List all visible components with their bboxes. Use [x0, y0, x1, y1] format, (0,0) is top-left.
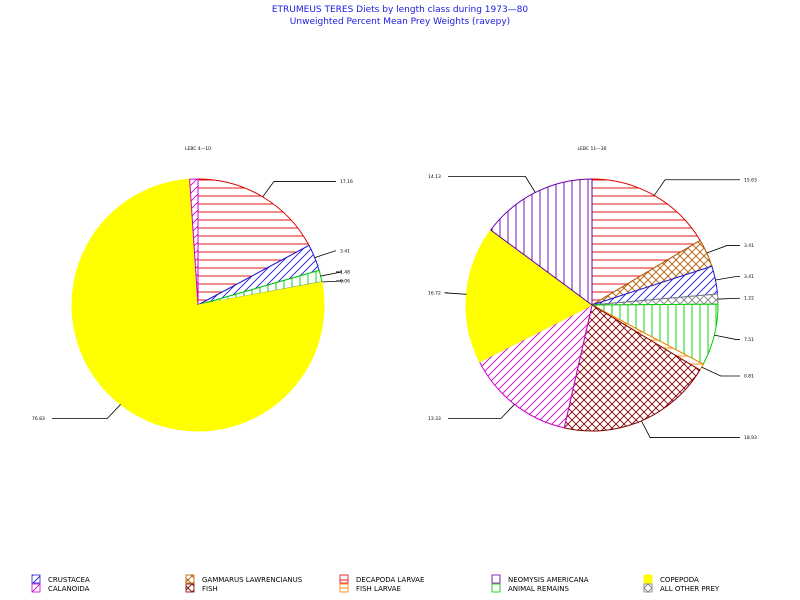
pie-2-slice-neomysis [490, 178, 593, 306]
pie-2-slice-calanoida [478, 304, 593, 429]
legend-swatch-neomysis [491, 574, 501, 584]
chart-title: ETRUMEUS TERES Diets by length class dur… [272, 5, 529, 15]
pie-1-label-decapoda: 17.16 [340, 179, 353, 185]
pie-1-leader-animal_remains [320, 271, 343, 277]
pies: LEBC 4—10 17.16 3.41 1.48 0.06 76.83 LEBC 11—3… [32, 146, 757, 441]
pie-2-label-other: 1.22 [744, 296, 754, 302]
legend-swatch-decapoda [339, 574, 349, 584]
pie-1-label-animal_remains: 1.48 [340, 269, 350, 275]
legend-item-animal_remains: ANIMAL REMAINS [491, 583, 569, 593]
pie-2-label-gammarus: 3.41 [744, 243, 754, 249]
pie-2-leader-neomysis [448, 176, 536, 193]
pie-2-label-decapoda: 15.63 [744, 177, 757, 183]
pie-2-header: LEBC 11—30 [578, 146, 607, 152]
legend-label-calanoida: CALANOIDA [48, 585, 90, 593]
legend-item-other: ALL OTHER PREY [643, 583, 720, 593]
pie-2-leader-other [717, 297, 740, 300]
pie-2-leader-animal_remains [714, 334, 740, 340]
legend-swatch-other [643, 583, 653, 593]
pie-2-label-neomysis: 14.13 [428, 174, 441, 180]
pie-1-slice-calanoida [189, 178, 199, 306]
legend-item-calanoida: CALANOIDA [31, 583, 90, 593]
legend-item-fish_larvae: FISH LARVAE [339, 583, 401, 593]
pie-2-leader-calanoida [448, 404, 515, 419]
legend-label-gammarus: GAMMARUS LAWRENCIANUS [202, 576, 303, 584]
pie-2-label-calanoida: 13.33 [428, 416, 441, 422]
legend-swatch-fish_larvae [339, 583, 349, 593]
legend-item-decapoda: DECAPODA LARVAE [339, 574, 424, 584]
legend-label-animal_remains: ANIMAL REMAINS [508, 585, 569, 593]
pie-2-label-animal_remains: 7.51 [744, 337, 754, 343]
legend-item-neomysis: NEOMYSIS AMERICANA [491, 574, 589, 584]
pie-2-label-fish_larvae: 0.81 [744, 374, 754, 380]
pie-2: LEBC 11—30 15.63 3.41 3.41 1.22 7.51 0.81 18.93… [428, 146, 757, 441]
pie-1-leader-decapoda [262, 181, 336, 198]
legend-label-crustacea: CRUSTACEA [48, 576, 90, 584]
legend-item-copepoda: COPEPODA [643, 574, 699, 584]
pie-2-slice-copepoda [465, 229, 593, 363]
legend-label-copepoda: COPEPODA [660, 576, 699, 584]
legend-swatch-copepoda [643, 574, 653, 584]
legend-label-neomysis: NEOMYSIS AMERICANA [508, 576, 589, 584]
legend-swatch-fish [185, 583, 195, 593]
pie-1-leader-other [321, 280, 344, 283]
pie-2-leader-fish_larvae [701, 366, 740, 377]
legend-label-fish: FISH [202, 585, 218, 593]
legend-label-fish_larvae: FISH LARVAE [356, 585, 401, 593]
pie-1-label-copepoda: 76.83 [32, 416, 45, 422]
pie-1-label-crustacea: 3.41 [340, 248, 350, 254]
legend-item-fish: FISH [185, 583, 218, 593]
chart-subtitle: Unweighted Percent Mean Prey Weights (ra… [290, 17, 510, 27]
legend-swatch-calanoida [31, 583, 41, 593]
pie-1-slice-decapoda [197, 178, 310, 306]
legend-swatch-gammarus [185, 574, 195, 584]
pie-1: LEBC 4—10 17.16 3.41 1.48 0.06 76.83 [32, 146, 353, 432]
pie-2-label-fish: 18.93 [744, 435, 757, 441]
pie-2-leader-decapoda [653, 179, 740, 196]
legend-label-decapoda: DECAPODA LARVAE [356, 576, 424, 584]
pie-2-leader-fish [641, 420, 740, 438]
legend-swatch-animal_remains [491, 583, 501, 593]
pie-2-label-copepoda: 16.72 [428, 290, 441, 296]
pie-2-leader-copepoda [444, 292, 467, 295]
legend-label-other: ALL OTHER PREY [660, 585, 720, 593]
pie-1-header: LEBC 4—10 [185, 146, 211, 152]
pie-1-leader-copepoda [52, 404, 121, 420]
pie-1-leader-crustacea [314, 250, 336, 259]
pie-2-label-crustacea: 3.41 [744, 274, 754, 280]
legend-item-crustacea: CRUSTACEA [31, 574, 90, 584]
legend-swatch-crustacea [31, 574, 41, 584]
pie-2-leader-crustacea [715, 275, 740, 281]
legend-item-gammarus: GAMMARUS LAWRENCIANUS [185, 574, 303, 584]
pie-2-slice-fish [563, 304, 701, 432]
pie-2-leader-gammarus [706, 245, 740, 254]
pie-1-label-other: 0.06 [340, 278, 350, 284]
